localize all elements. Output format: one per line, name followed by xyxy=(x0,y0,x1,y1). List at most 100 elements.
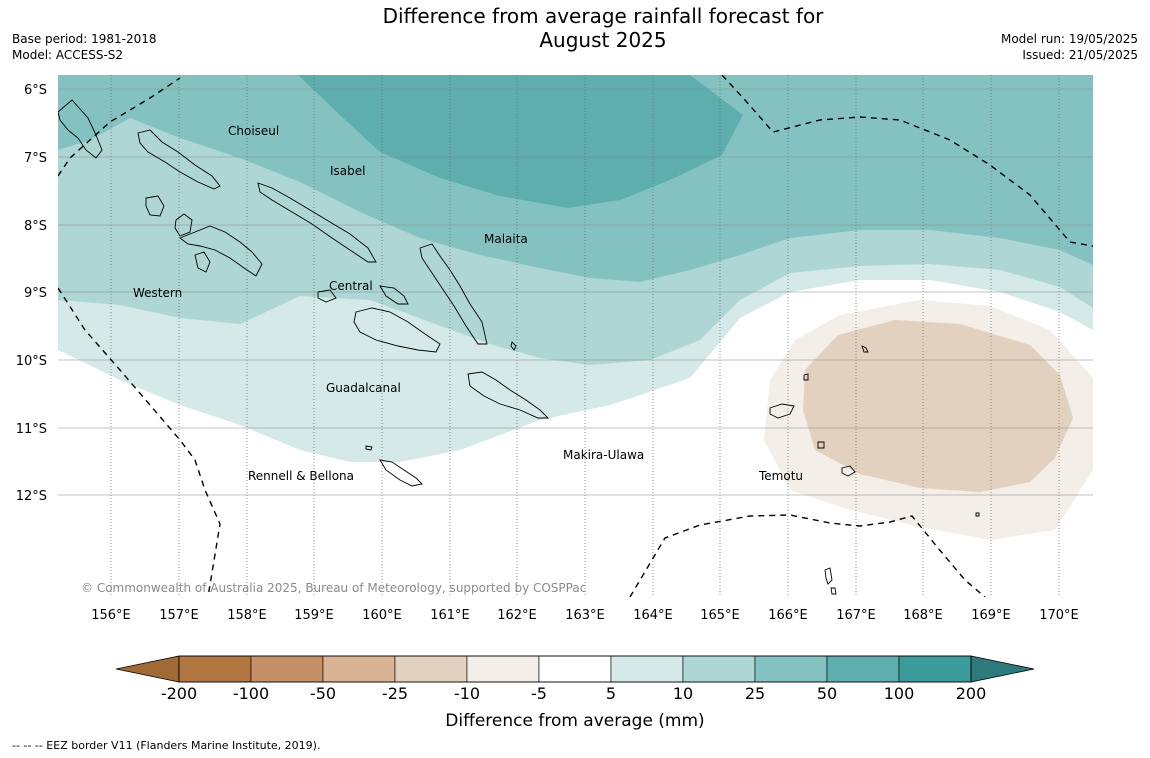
coastlines xyxy=(58,99,980,595)
lon-label: 170°E xyxy=(1039,608,1079,623)
colorbar-bin xyxy=(322,655,396,683)
model-run-text: Model run: 19/05/2025 xyxy=(1000,32,1138,46)
colorbar-bin xyxy=(826,655,900,683)
vella-lavella-island xyxy=(145,195,165,217)
lon-label: 161°E xyxy=(430,608,470,623)
kolombangara-island xyxy=(174,213,193,237)
label-guadalcanal: Guadalcanal xyxy=(326,381,401,395)
lon-label: 158°E xyxy=(227,608,267,623)
longitude-grid xyxy=(110,75,1060,597)
latitude-labels: 6°S 7°S 8°S 9°S 10°S 11°S 12°S xyxy=(16,83,47,504)
colorbar-bin xyxy=(682,655,756,683)
label-rennell-bellona: Rennell & Bellona xyxy=(248,469,354,483)
vanuatu-islands xyxy=(824,567,837,595)
colorbar-bin xyxy=(250,655,324,683)
label-western: Western xyxy=(133,286,182,300)
lon-label: 167°E xyxy=(836,608,876,623)
label-malaita: Malaita xyxy=(484,232,528,246)
colorbar-tick-label: -5 xyxy=(531,684,547,703)
colorbar-frame xyxy=(178,655,972,683)
colorbar-bin xyxy=(754,655,828,683)
lon-label: 163°E xyxy=(565,608,605,623)
lon-label: 166°E xyxy=(768,608,808,623)
title-line-1: Difference from average rainfall forecas… xyxy=(382,4,824,28)
colorbar-bin xyxy=(178,655,252,683)
vanikoro-island xyxy=(841,465,856,477)
label-central: Central xyxy=(329,279,373,293)
lon-label: 169°E xyxy=(971,608,1011,623)
band-50-100 xyxy=(298,75,743,208)
colorbar-over-arrow xyxy=(970,655,1035,683)
lon-label: 156°E xyxy=(91,608,131,623)
label-temotu: Temotu xyxy=(758,469,803,483)
northwest-islands xyxy=(58,99,103,159)
province-labels: Choiseul Isabel Malaita Western Central … xyxy=(133,124,803,483)
base-period-text: Base period: 1981-2018 xyxy=(12,32,157,46)
colorbar-bin xyxy=(538,655,612,683)
band-neg10-neg25 xyxy=(803,320,1073,492)
colorbar-tick-label: 10 xyxy=(673,684,693,703)
colorbar-ticks: -200 -100 -50 -25 -10 -5 5 10 25 50 100 200 xyxy=(161,684,986,703)
label-isabel: Isabel xyxy=(330,164,365,178)
lon-label: 159°E xyxy=(294,608,334,623)
ulawa-island xyxy=(510,341,517,351)
lat-label: 6°S xyxy=(24,83,47,98)
label-choiseul: Choiseul xyxy=(228,124,279,138)
santa-cruz-island xyxy=(769,403,795,419)
lon-label: 157°E xyxy=(159,608,199,623)
lat-label: 10°S xyxy=(16,354,47,369)
eez-borders xyxy=(58,75,1093,597)
new-georgia-island xyxy=(179,225,263,277)
colorbar-tick-label: 50 xyxy=(817,684,837,703)
guadalcanal-island xyxy=(353,307,441,353)
label-makira-ulawa: Makira-Ulawa xyxy=(563,448,644,462)
lat-label: 8°S xyxy=(24,219,47,234)
tikopia-island xyxy=(817,441,825,449)
lon-label: 160°E xyxy=(362,608,402,623)
lon-label: 165°E xyxy=(700,608,740,623)
lat-label: 11°S xyxy=(16,422,47,437)
isabel-island xyxy=(257,182,377,263)
rainfall-map: Choiseul Isabel Malaita Western Central … xyxy=(58,75,1093,597)
anuta-island xyxy=(975,512,980,517)
colorbar-bins xyxy=(178,655,972,683)
colorbar-bin xyxy=(466,655,540,683)
colorbar-bin xyxy=(610,655,684,683)
issued-text: Issued: 21/05/2025 xyxy=(1022,48,1138,62)
colorbar-tick-label: -25 xyxy=(382,684,408,703)
choiseul-island xyxy=(137,129,221,190)
colorbar-tick-label: 5 xyxy=(606,684,616,703)
colorbar-tick-label: -50 xyxy=(310,684,336,703)
longitude-labels: 156°E 157°E 158°E 159°E 160°E 161°E 162°… xyxy=(91,608,1079,623)
colorbar-tick-label: 200 xyxy=(956,684,987,703)
lon-label: 168°E xyxy=(903,608,943,623)
malaita-island xyxy=(419,243,488,345)
colorbar-bin xyxy=(898,655,972,683)
reef-islands xyxy=(803,373,809,381)
duff-islands xyxy=(861,345,869,353)
title-line-2: August 2025 xyxy=(539,28,667,52)
lat-label: 9°S xyxy=(24,286,47,301)
makira-island xyxy=(467,371,550,419)
colorbar-tick-label: -200 xyxy=(161,684,197,703)
latitude-grid xyxy=(58,88,1093,496)
colorbar: -200 -100 -50 -25 -10 -5 5 10 25 50 100 200 Differe… xyxy=(115,655,1035,731)
colorbar-label: Difference from average (mm) xyxy=(445,711,704,731)
florida-islands xyxy=(317,289,337,303)
colorbar-tick-label: -100 xyxy=(233,684,269,703)
model-text: Model: ACCESS-S2 xyxy=(12,48,124,62)
meta-left: Base period: 1981-2018 Model: ACCESS-S2 xyxy=(12,31,157,63)
lat-label: 12°S xyxy=(16,489,47,504)
map-title: Difference from average rainfall forecas… xyxy=(0,4,1150,52)
copyright-text: © Commonwealth of Australia 2025, Bureau… xyxy=(81,581,586,595)
colorbar-tick-label: 100 xyxy=(884,684,915,703)
bellona-island xyxy=(365,445,373,451)
eez-footnote: -- -- -- EEZ border V11 (Flanders Marine… xyxy=(12,739,321,752)
rendova-island xyxy=(194,251,211,273)
colorbar-tick-label: -10 xyxy=(454,684,480,703)
colorbar-tick-label: 25 xyxy=(745,684,765,703)
lon-label: 164°E xyxy=(633,608,673,623)
rennell-island xyxy=(379,459,423,487)
colorbar-bin xyxy=(394,655,468,683)
